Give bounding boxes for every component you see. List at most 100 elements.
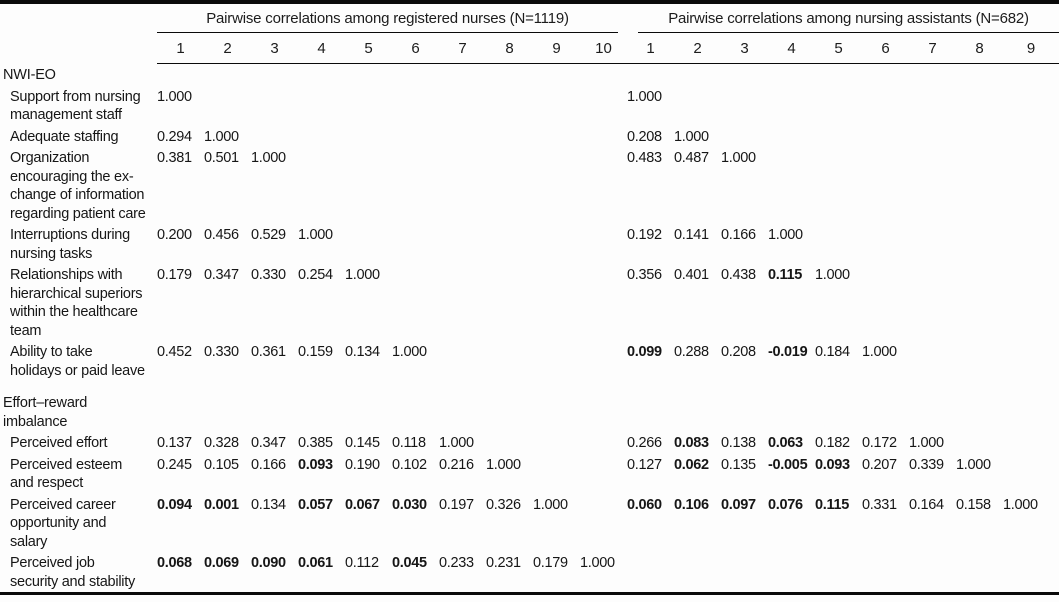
correlation-cell [909, 126, 956, 148]
correlation-cell: 0.356 [627, 267, 662, 283]
correlation-cell: 0.254 [298, 267, 333, 283]
correlation-cell: 0.001 [204, 496, 239, 513]
table-row: Interruptions during nursing tasks 0.200 0… [0, 224, 1059, 264]
section-label: NWI-EO [3, 67, 56, 83]
correlation-cell [486, 341, 533, 381]
table-row: Perceived effort 0.137 0.328 0.347 0.385 0.14… [0, 432, 1059, 454]
table-row: Ability to take holidays or paid leave 0.… [0, 341, 1059, 381]
correlation-cell [721, 126, 768, 148]
correlation-cell [909, 147, 956, 224]
row-label: Relationships with hierarchical superior… [10, 267, 143, 339]
correlation-cell [721, 552, 768, 592]
correlation-cell: 0.385 [298, 435, 333, 451]
correlation-cell [580, 147, 627, 224]
correlation-cell: 0.145 [345, 435, 380, 451]
column-number-header: 6 [862, 33, 910, 64]
correlation-cell: 1.000 [392, 344, 427, 360]
correlation-cell [580, 494, 627, 553]
correlation-cell [862, 86, 909, 126]
correlation-cell [533, 341, 580, 381]
correlation-cell [580, 126, 627, 148]
column-number-header: 6 [392, 33, 439, 64]
correlation-cell: 0.483 [627, 150, 662, 166]
correlation-cell: 0.105 [204, 456, 239, 473]
row-label: Adequate staffing [10, 128, 119, 145]
correlation-cell: 0.200 [157, 227, 192, 243]
correlation-cell: 0.438 [721, 267, 756, 283]
correlation-cell [1003, 126, 1059, 148]
correlation-cell: 0.487 [674, 150, 709, 166]
correlation-cell: 0.076 [768, 496, 803, 513]
column-number-header: 9 [1003, 33, 1059, 64]
correlation-cell [1003, 147, 1059, 224]
row-label: Support from nursing management staff [10, 88, 141, 124]
correlation-cell [251, 126, 298, 148]
correlation-cell [298, 86, 345, 126]
column-number-header: 10 [580, 33, 628, 64]
correlation-cell [956, 552, 1003, 592]
correlation-cell [392, 86, 439, 126]
nursing-assistants-group-header: Pairwise correlations among nursing assi… [627, 4, 1059, 33]
column-number-header: 1 [627, 33, 675, 64]
correlation-cell [862, 126, 909, 148]
correlation-cell: 1.000 [533, 496, 568, 513]
correlation-cell [439, 264, 486, 341]
correlation-cell: 1.000 [1003, 496, 1038, 513]
label-column-spacer [0, 33, 157, 64]
table-row: Perceived job security and stability 0.06… [0, 552, 1059, 592]
correlation-cell [909, 224, 956, 264]
correlation-cell [580, 264, 627, 341]
correlation-cell: 0.184 [815, 344, 850, 360]
correlation-cell: 0.062 [674, 456, 709, 473]
correlation-cell [768, 126, 815, 148]
correlation-cell [486, 224, 533, 264]
correlation-cell: 0.118 [392, 435, 426, 451]
correlation-cell: 0.347 [251, 435, 286, 451]
correlation-cell: 0.060 [627, 496, 662, 513]
correlation-cell [1003, 264, 1059, 341]
correlation-cell: 0.138 [721, 435, 756, 451]
row-label: Interruptions during nursing tasks [10, 227, 130, 262]
correlation-cell: 0.135 [721, 456, 756, 473]
correlation-cell: 0.233 [439, 555, 474, 571]
column-number-header: 1 [157, 33, 204, 64]
correlation-cell [815, 224, 862, 264]
correlation-cell: 0.347 [204, 267, 239, 283]
table-top-rule [0, 0, 1059, 4]
correlation-cell: 1.000 [345, 267, 380, 283]
correlation-cell: 0.166 [721, 227, 756, 243]
correlation-cell [956, 432, 1003, 454]
correlation-cell [956, 147, 1003, 224]
correlation-cell: 1.000 [204, 128, 239, 145]
correlation-cell: 1.000 [157, 88, 192, 105]
correlation-cell [956, 341, 1003, 381]
column-number-header: 5 [345, 33, 392, 64]
correlation-cell [862, 147, 909, 224]
correlation-cell [486, 147, 533, 224]
column-number-header: 9 [533, 33, 580, 64]
correlation-cell [486, 264, 533, 341]
correlation-cell: 0.172 [862, 435, 897, 451]
table-row: Organization encouraging the ex- change … [0, 147, 1059, 224]
correlation-cell [768, 147, 815, 224]
table-row: Perceived esteem and respect 0.245 0.105 0.… [0, 454, 1059, 494]
correlation-cell [533, 432, 580, 454]
row-label: Organization encouraging the ex- change … [10, 150, 146, 222]
correlation-cell [862, 264, 909, 341]
correlation-cell [1003, 86, 1059, 126]
correlation-cell: 0.179 [157, 267, 192, 283]
correlation-cell [533, 126, 580, 148]
correlation-cell: 0.182 [815, 435, 850, 451]
correlation-cell: 0.158 [956, 496, 991, 513]
correlation-cell [768, 552, 815, 592]
correlation-cell: 0.330 [204, 344, 239, 360]
correlation-cell [345, 126, 392, 148]
correlation-cell [815, 147, 862, 224]
correlation-cell [674, 552, 721, 592]
correlation-cell: 0.069 [204, 555, 239, 571]
column-number-header: 7 [439, 33, 486, 64]
correlation-cell [298, 147, 345, 224]
registered-nurses-group-header: Pairwise correlations among registered n… [157, 4, 627, 33]
correlation-cell: 0.190 [345, 456, 380, 473]
correlation-cell: 0.294 [157, 128, 192, 145]
